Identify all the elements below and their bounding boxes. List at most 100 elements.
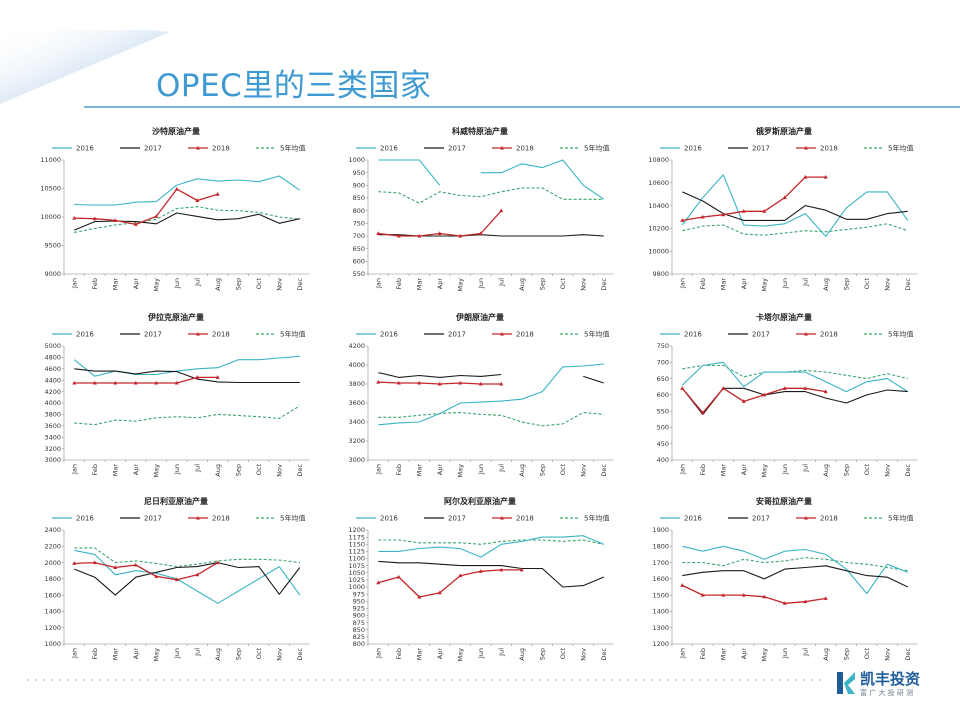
x-tick-label: Jul [801,278,809,287]
chart-kuwait: 科威特原油产量 2016 2017 2018 5年均值 550 600 650 700 750 80… [328,124,632,294]
data-point [700,592,705,597]
series-line [378,560,605,588]
chart-title: 科威特原油产量 [452,126,508,136]
x-tick-label: Feb [395,648,403,660]
legend-entry: 2016 [660,145,702,153]
legend-entry: 2016 [52,515,94,523]
legend-entry: 2018 [188,515,230,523]
x-tick-label: Nov [579,278,587,291]
legend-label: 2016 [380,515,398,523]
legend-label: 2017 [144,515,162,523]
legend-label: 2017 [448,145,466,153]
legend-label: 2018 [516,331,534,339]
data-point [803,174,808,179]
legend-label: 2017 [144,331,162,339]
x-tick-label: Aug [822,278,830,291]
series-line [681,361,909,393]
data-point [92,216,97,221]
x-tick-label: Oct [559,464,567,476]
series-line [681,387,826,414]
y-tick-label: 450 [657,440,669,448]
x-tick-label: Oct [255,648,263,660]
x-tick-label: Dec [600,464,608,477]
data-point [741,592,746,597]
series-2018 [680,386,828,415]
legend-entry: 2017 [120,331,162,339]
data-point [113,565,118,569]
data-point [782,386,787,390]
series-line [74,175,301,206]
series-2017 [74,562,301,596]
x-tick-label: Mar [719,278,727,291]
series-2017 [74,212,300,231]
data-point [437,231,442,235]
y-tick-label: 1200 [348,526,365,534]
series-2017 [378,372,604,384]
x-tick-label: Oct [255,464,263,476]
chart-svg: 卡塔尔原油产量 2016 2017 2018 5年均值 400 450 500 550 600 65… [657,312,918,477]
chart-nigeria: 尼日利亚原油产量 2016 2017 2018 5年均值 1000 1200 1400 1600… [24,494,328,664]
data-point [133,380,138,385]
legend-entry: 5年均值 [864,514,913,523]
x-tick-label: Feb [91,648,99,660]
data-point [499,567,504,572]
series-line [74,206,300,233]
series-line [682,364,908,380]
data-point [823,596,828,600]
x-tick-label: Jul [497,464,505,473]
x-tick-label: Nov [275,464,283,477]
y-tick-label: 3400 [348,418,365,426]
y-tick-label: 700 [657,358,669,366]
y-tick-label: 650 [657,375,669,383]
data-point [499,381,504,386]
data-point [396,233,401,238]
data-point [437,381,442,386]
series-2016 [682,545,909,595]
chart-angola: 安哥拉原油产量 2016 2017 2018 5年均值 1200 1300 1400 1500 1… [632,494,936,664]
y-tick-label: 3600 [44,422,61,430]
y-tick-label: 3800 [348,380,365,388]
series-line [583,375,604,384]
x-tick-label: Jul [193,648,201,657]
y-tick-label: 1000 [348,583,365,591]
series-line [682,584,826,604]
x-tick-label: Mar [111,464,119,477]
x-tick-label: Mar [415,648,423,661]
legend-entry: 5年均值 [256,144,305,153]
chart-russia: 俄罗斯原油产量 2016 2017 2018 5年均值 9800 10000 10200 104… [632,124,936,294]
x-tick-label: Jan [70,648,78,659]
series-line [378,535,605,558]
x-tick-label: Feb [699,648,707,660]
x-tick-label: Jun [173,648,181,659]
chart-algeria: 阿尔及利亚原油产量 2016 2017 2018 5年均值 800 825 850 875 900… [328,494,632,664]
data-point [803,599,808,604]
series-line [682,545,909,595]
chart-grid: 沙特原油产量 2016 2017 2018 5年均值 9000 9500 10000 10500… [24,124,936,672]
legend-label: 2017 [448,515,466,523]
series-line [74,405,301,426]
x-tick-label: Jun [477,464,485,475]
series-line [682,191,908,221]
y-tick-label: 875 [353,619,365,627]
data-point [782,601,787,605]
x-tick-label: Dec [904,278,912,291]
series-2017 [681,387,908,415]
legend-entry: 2018 [796,331,838,339]
data-point [823,174,828,179]
data-point [215,375,220,379]
y-tick-label: 9800 [652,270,669,278]
data-point [680,583,685,587]
y-tick-label: 4600 [44,365,61,373]
series-5年均值 [378,411,604,427]
legend-entry: 2018 [188,145,230,153]
series-2018 [680,583,828,605]
x-tick-label: Jun [173,464,181,475]
legend-entry: 5年均值 [256,514,305,523]
x-tick-label: Dec [296,278,304,291]
legend-label: 2016 [380,145,398,153]
data-point [92,380,97,385]
legend-label: 2018 [820,145,838,153]
series-line [74,212,300,231]
x-tick-label: Nov [275,278,283,291]
series-line [681,387,908,415]
